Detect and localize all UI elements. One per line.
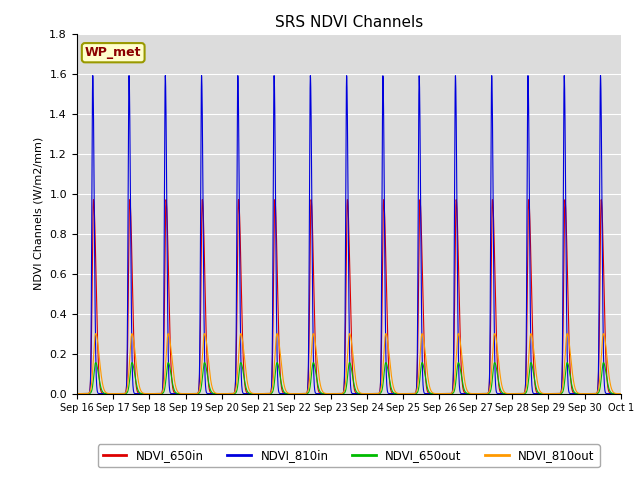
Title: SRS NDVI Channels: SRS NDVI Channels [275, 15, 423, 30]
Legend: NDVI_650in, NDVI_810in, NDVI_650out, NDVI_810out: NDVI_650in, NDVI_810in, NDVI_650out, NDV… [98, 444, 600, 467]
Y-axis label: NDVI Channels (W/m2/mm): NDVI Channels (W/m2/mm) [34, 137, 44, 290]
Text: WP_met: WP_met [85, 46, 141, 59]
